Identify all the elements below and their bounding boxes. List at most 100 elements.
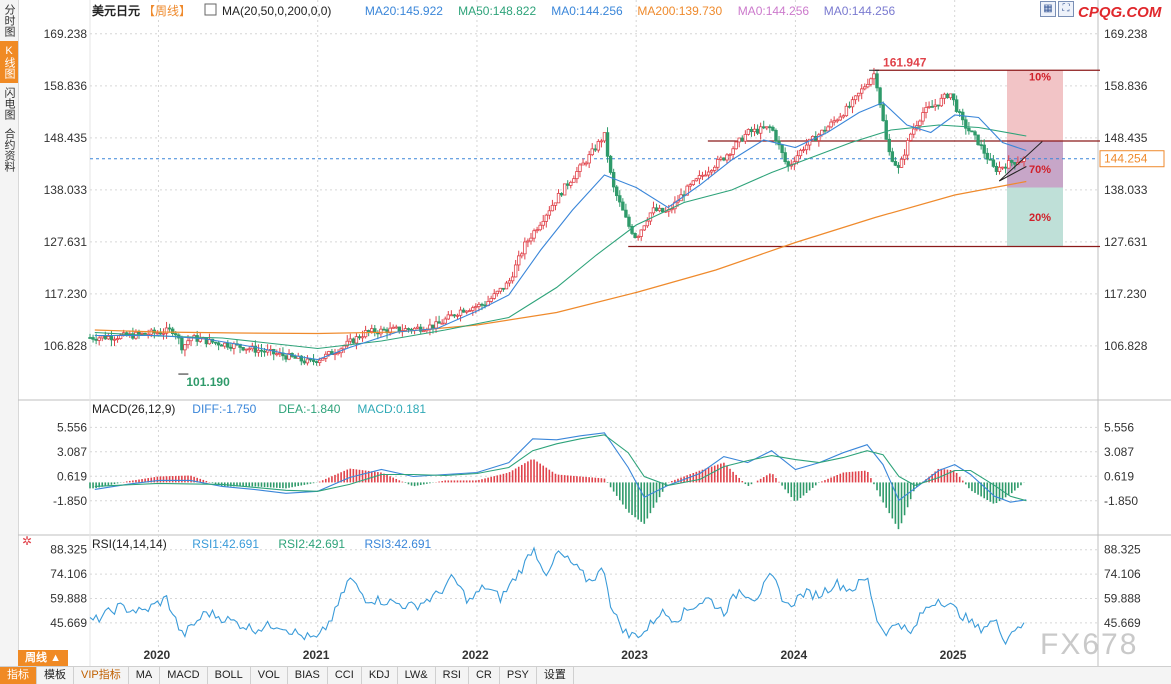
candle-body [768,126,772,129]
price-tick-label-left: 106.828 [44,339,88,353]
candle-body [850,99,855,108]
candle-body [501,287,506,290]
candle-body [504,282,509,290]
candle-body [299,355,304,362]
indicator-tab-9[interactable]: KDJ [362,667,398,684]
candle-body [771,126,775,131]
macd-tick-label-left: 5.556 [57,420,87,434]
candle-body [624,209,628,218]
rsi-legend-item: RSI2:42.691 [278,537,345,551]
candle-body [483,304,487,307]
candle-body [645,220,650,227]
candle-body [379,328,383,335]
candle-body [648,212,653,222]
tab-contract-info[interactable]: 合约资料 [3,128,15,172]
indicator-tab-1[interactable]: 模板 [37,667,74,684]
indicator-tab-5[interactable]: BOLL [208,667,251,684]
indicator-tab-2[interactable]: VIP指标 [74,667,129,684]
candle-body [780,144,784,154]
candle-body [345,340,349,347]
indicator-tab-10[interactable]: LW& [398,667,436,684]
candle-body [841,115,846,118]
tab-kline[interactable]: K线图 [0,41,18,83]
price-tick-label-right: 138.033 [1104,183,1148,197]
candle-body [244,348,248,351]
x-tick-label: 2023 [621,648,648,662]
candle-body [302,360,307,364]
candle-body [143,332,147,335]
candle-body [532,230,536,239]
price-tick-label-left: 127.631 [44,235,88,249]
indicator-tab-4[interactable]: MACD [160,667,208,684]
price-tick-label-right: 169.238 [1104,27,1148,41]
high-annotation: 161.947 [883,55,927,69]
candle-body [278,352,282,355]
candle-body [755,128,760,134]
candle-body [979,144,983,147]
rsi-tick-label-right: 59.888 [1104,591,1141,605]
candle-body [758,126,763,134]
indicator-tab-11[interactable]: RSI [436,667,469,684]
indicator-tab-14[interactable]: 设置 [537,667,574,684]
candle-body [688,184,692,187]
indicator-tab-0[interactable]: 指标 [0,667,37,684]
candle-body [878,87,882,106]
candle-body [569,181,573,186]
macd-tick-label-right: 5.556 [1104,420,1134,434]
candle-body [581,162,585,166]
indicator-tab-13[interactable]: PSY [500,667,537,684]
macd-dif-line [94,432,1027,503]
indicator-tab-3[interactable]: MA [129,667,161,684]
tab-flash[interactable]: 闪电图 [3,87,15,120]
candle-body [363,330,368,338]
candle-body [167,327,172,330]
zone-label: 10% [1029,72,1051,84]
candle-body [572,178,576,183]
candle-body [520,253,524,257]
macd-legend-item: DIFF:-1.750 [192,402,256,416]
candle-body [728,154,732,156]
candle-body [523,241,527,255]
chart-canvas[interactable]: 169.238 169.238 158.836 158.836 148.435 148.4… [0,0,1171,666]
candle-body [642,225,646,231]
candle-body [762,126,766,129]
candle-body [109,336,114,341]
candle-body [863,86,867,90]
candle-body [526,240,530,243]
indicator-tab-8[interactable]: CCI [328,667,362,684]
candle-body [513,264,518,278]
price-tick-label-right: 148.435 [1104,131,1148,145]
candle-body [174,333,178,336]
indicator-tab-7[interactable]: BIAS [288,667,328,684]
candle-body [706,171,711,176]
candle-body [765,126,769,129]
candle-body [336,352,340,355]
candle-body [547,210,552,216]
candle-body [798,149,803,157]
layout-grid-icon[interactable]: ▦ [1040,1,1056,17]
indicator-tab-12[interactable]: CR [469,667,500,684]
current-price-box [1099,150,1165,168]
price-tick-label-right: 106.828 [1104,339,1148,353]
candle-body [348,338,352,342]
candle-body [847,105,852,108]
zone-label: 20% [1029,212,1051,224]
indicator-tab-6[interactable]: VOL [251,667,288,684]
candle-body [229,346,233,349]
candle-body [1010,160,1014,163]
expand-icon[interactable]: ⛶ [1058,1,1074,17]
candle-body [311,359,316,362]
candle-body [434,321,438,329]
tab-timeshare[interactable]: 分时图 [3,4,15,37]
candle-body [611,172,616,188]
period-tag[interactable]: 周线 ▲ [18,650,68,666]
candle-body [746,129,751,135]
candle-body [774,129,778,142]
candle-body [881,104,885,121]
candle-body [419,326,423,332]
candle-body [752,128,757,133]
candle-body [458,309,463,316]
ma50-line [94,124,1027,350]
candle-body [835,119,839,122]
macd-tick-label-right: 0.619 [1104,469,1134,483]
